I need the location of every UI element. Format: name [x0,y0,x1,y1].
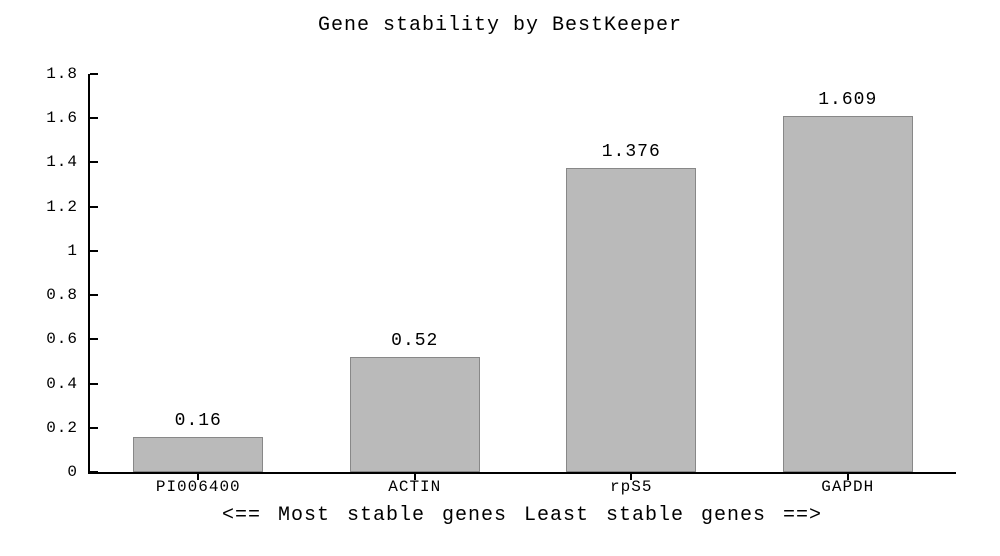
y-tick [90,161,98,163]
y-tick [90,383,98,385]
y-tick-label: 0 [67,463,78,481]
y-tick-label: 0.2 [46,419,78,437]
y-tick [90,427,98,429]
x-tick-label: GAPDH [821,478,874,496]
x-tick-label: PI006400 [156,478,241,496]
bar-value-label: 0.16 [175,411,222,431]
y-tick-label: 0.4 [46,375,78,393]
y-tick-label: 0.8 [46,286,78,304]
bar [350,357,480,472]
bar [133,437,263,472]
y-tick-label: 1.8 [46,65,78,83]
x-tick-label: ACTIN [388,478,441,496]
chart-title: Gene stability by BestKeeper [0,14,1000,37]
y-tick [90,294,98,296]
bar [566,168,696,472]
bar-value-label: 1.376 [602,142,661,162]
y-tick-label: 1.4 [46,153,78,171]
plot-area: 0.16PI0064000.52ACTIN1.376rpS51.609GAPDH [88,74,956,474]
y-tick [90,338,98,340]
y-tick-label: 1.2 [46,198,78,216]
bar [783,116,913,472]
chart-caption: <== Most stable genes Least stable genes… [88,504,956,527]
y-tick [90,117,98,119]
x-tick-label: rpS5 [610,478,652,496]
bar-value-label: 0.52 [391,331,438,351]
y-tick-label: 0.6 [46,330,78,348]
chart-container: Gene stability by BestKeeper 0.16PI00640… [0,0,1000,556]
bar-value-label: 1.609 [818,90,877,110]
y-tick [90,250,98,252]
y-tick-label: 1.6 [46,109,78,127]
y-tick [90,73,98,75]
y-tick [90,206,98,208]
y-tick-label: 1 [67,242,78,260]
y-tick [90,471,98,473]
